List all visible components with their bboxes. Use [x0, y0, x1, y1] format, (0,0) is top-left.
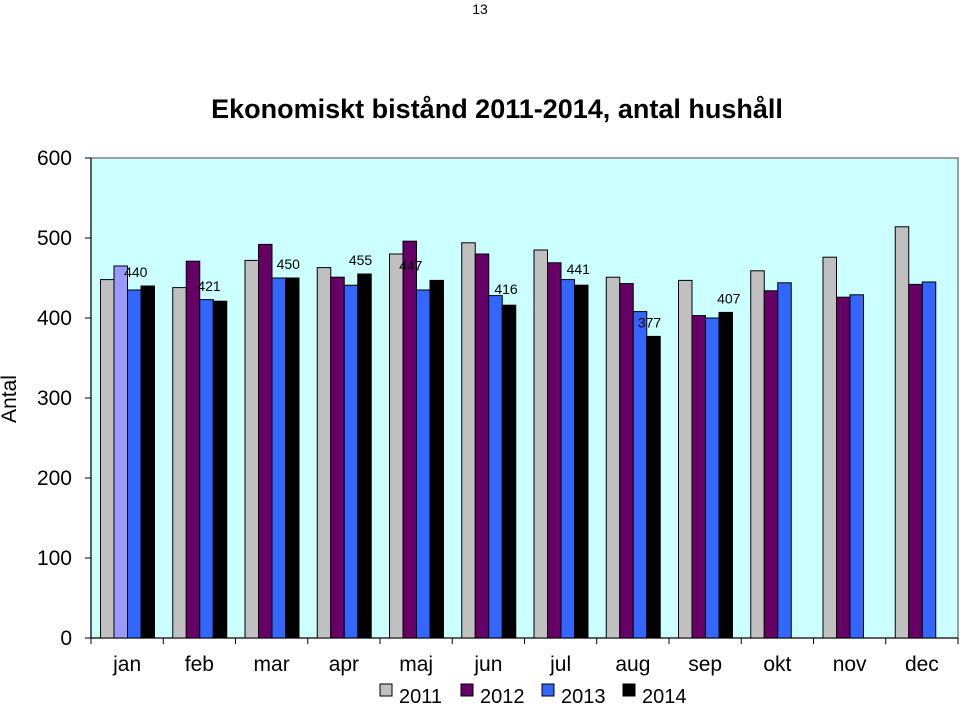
- bar-2013-jun: [488, 295, 503, 639]
- bar-2011-nov: [822, 256, 837, 639]
- x-tick-label: sep: [688, 653, 722, 676]
- bar-2013-nov: [849, 294, 864, 639]
- bar-2012-okt: [763, 290, 779, 639]
- bar-2012-jul: [547, 262, 562, 639]
- bar-2012-mar: [258, 243, 273, 639]
- bar-2013-aug: [632, 311, 648, 639]
- bar-2012-apr: [330, 276, 345, 639]
- bar-2011-jun: [461, 242, 476, 639]
- bar-2014-aug: [646, 335, 661, 639]
- y-axis: 0 100 200 300 400 500 600: [37, 147, 92, 650]
- bar-2014-sep: [718, 311, 733, 639]
- data-label: 421: [197, 278, 221, 294]
- bar-2011-feb: [172, 287, 187, 639]
- x-tick-label: apr: [329, 653, 359, 676]
- plot-area: [90, 157, 959, 639]
- y-tick-label: 0: [60, 627, 72, 650]
- bar-2011-okt: [750, 270, 765, 639]
- legend-label-2013: 2013: [561, 686, 606, 708]
- bar-2013-maj: [416, 289, 431, 639]
- legend-swatch-2012: [460, 683, 474, 697]
- data-label: 377: [638, 314, 662, 330]
- y-tick-label: 200: [37, 467, 72, 490]
- x-tick-label: okt: [763, 653, 791, 676]
- bar-2012-jan: [113, 265, 128, 639]
- y-tick-label: 600: [37, 147, 72, 170]
- x-tick-label: jun: [473, 653, 502, 676]
- legend-swatch-2011: [379, 683, 393, 697]
- data-label: 416: [494, 281, 518, 297]
- bar-2013-dec: [921, 281, 937, 639]
- bar-2011-jan: [100, 279, 115, 639]
- bar-2012-sep: [691, 315, 706, 639]
- y-axis-title: Antal: [0, 375, 21, 423]
- y-tick-label: 500: [37, 227, 72, 250]
- bar-2014-jun: [501, 304, 517, 639]
- bar-2011-jul: [533, 249, 548, 639]
- legend-swatch-2014: [622, 683, 636, 697]
- x-axis: jan feb mar apr maj jun jul aug sep okt nov dec: [90, 637, 959, 676]
- x-tick-label: aug: [615, 653, 650, 676]
- bar-2014-feb: [212, 300, 228, 639]
- bar-2013-sep: [705, 317, 720, 639]
- data-label: 455: [349, 252, 373, 268]
- bar-2011-dec: [894, 226, 910, 639]
- bar-2011-sep: [678, 279, 693, 639]
- bar-2014-jan: [140, 285, 155, 639]
- bar-2014-mar: [285, 277, 300, 639]
- bar-2013-jul: [560, 279, 575, 639]
- bar-2011-aug: [605, 276, 621, 639]
- y-tick-label: 100: [37, 547, 72, 570]
- page-number: 13: [472, 1, 488, 17]
- y-tick-label: 300: [37, 387, 72, 410]
- chart-title: Ekonomiskt bistånd 2011-2014, antal hush…: [211, 94, 783, 124]
- legend-label-2011: 2011: [399, 686, 442, 708]
- legend-label-2014: 2014: [642, 686, 687, 708]
- legend-swatch-2013: [541, 683, 555, 697]
- x-tick-label: jul: [549, 653, 571, 676]
- bar-2012-nov: [836, 296, 851, 639]
- data-label: 440: [124, 264, 148, 280]
- x-tick-label: feb: [185, 653, 214, 676]
- bar-2011-maj: [389, 253, 404, 639]
- bar-2012-dec: [908, 283, 923, 639]
- bar-2013-feb: [199, 299, 214, 639]
- legend-label-2012: 2012: [480, 686, 525, 708]
- bar-2012-jun: [474, 253, 490, 639]
- bar-2013-jan: [127, 289, 142, 639]
- bar-2014-jul: [574, 284, 589, 639]
- bar-2013-apr: [343, 284, 359, 639]
- data-label: 447: [399, 257, 423, 273]
- bar-2012-feb: [185, 260, 201, 639]
- x-tick-label: dec: [905, 653, 939, 676]
- x-tick-label: jan: [112, 653, 141, 676]
- data-label: 441: [567, 261, 591, 277]
- bar-2011-apr: [316, 267, 332, 639]
- bar-2012-maj: [402, 240, 417, 639]
- bar-2013-mar: [271, 277, 286, 639]
- x-tick-label: maj: [399, 653, 433, 676]
- data-label: 450: [277, 256, 301, 272]
- x-tick-label: mar: [254, 653, 290, 676]
- bar-2012-aug: [619, 283, 634, 639]
- bar-2014-apr: [357, 273, 372, 639]
- bar-2013-okt: [777, 282, 792, 639]
- bars: [100, 226, 937, 639]
- x-tick-label: nov: [833, 653, 867, 676]
- legend: 2011 2012 2013 2014: [379, 683, 687, 708]
- data-label: 407: [717, 290, 741, 306]
- y-tick-label: 400: [37, 307, 72, 330]
- bar-2014-maj: [429, 279, 444, 639]
- bar-2011-mar: [244, 259, 259, 639]
- data-labels: 440 421 450 455 447 416 441 377 407: [124, 252, 741, 330]
